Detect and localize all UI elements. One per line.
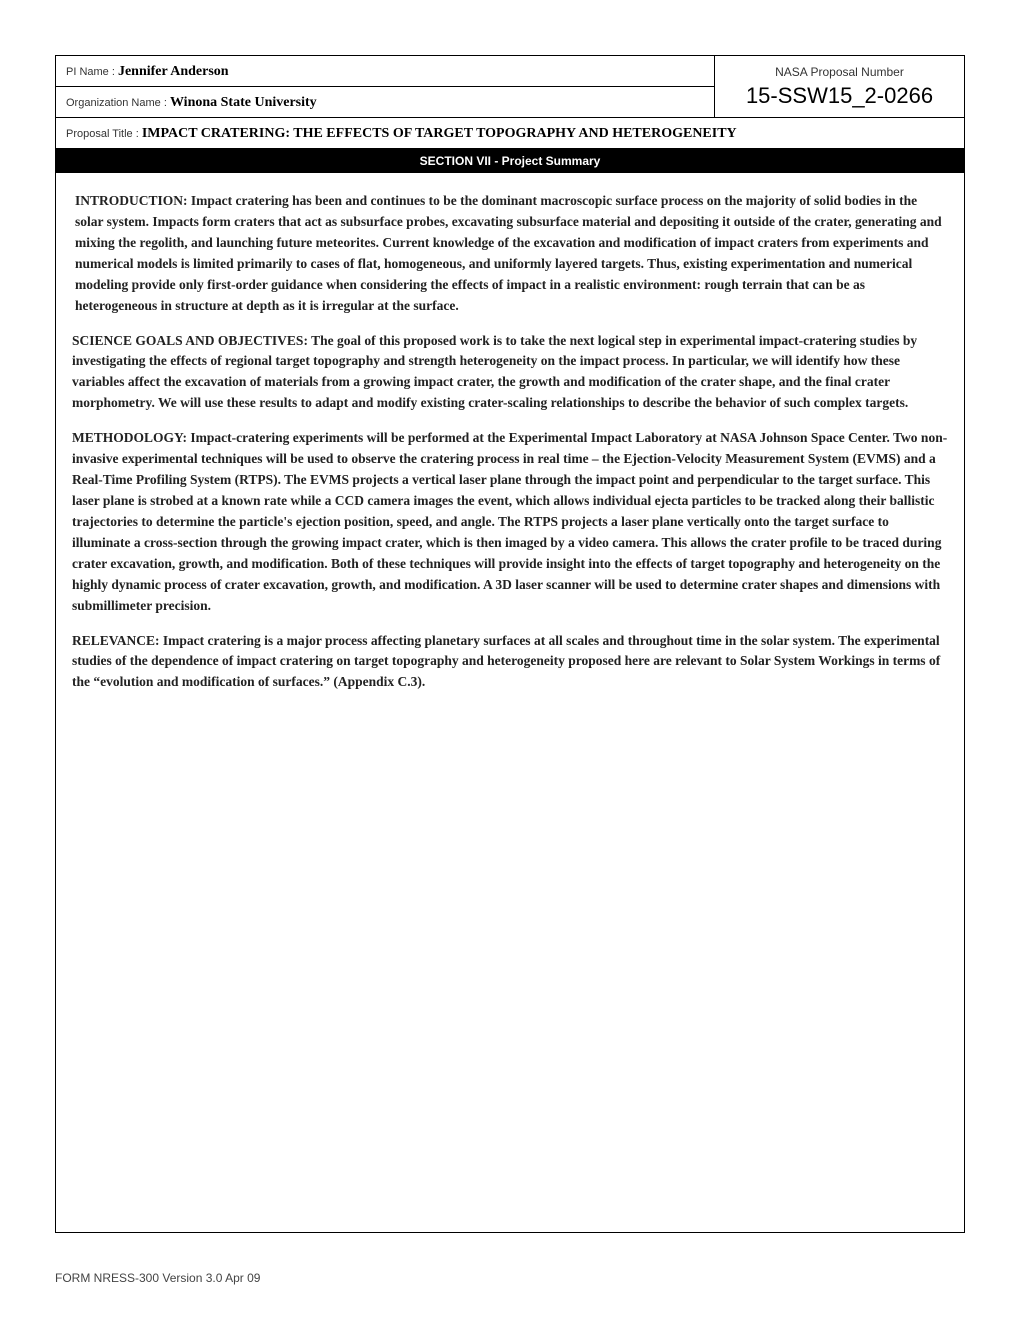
proposal-number-cell: NASA Proposal Number 15-SSW15_2-0266 (715, 56, 965, 118)
pi-label: PI Name : (66, 66, 118, 78)
title-label: Proposal Title : (66, 128, 142, 140)
pi-name-value: Jennifer Anderson (118, 64, 229, 79)
pi-name-cell: PI Name : Jennifer Anderson (56, 56, 715, 87)
proposal-number-value: 15-SSW15_2-0266 (725, 83, 954, 109)
header-table: PI Name : Jennifer Anderson NASA Proposa… (55, 55, 965, 149)
proposal-number-label: NASA Proposal Number (725, 65, 954, 79)
paragraph-relevance: RELEVANCE: Impact cratering is a major p… (72, 631, 948, 694)
paragraph-goals: SCIENCE GOALS AND OBJECTIVES: The goal o… (72, 331, 948, 415)
form-footer: FORM NRESS-300 Version 3.0 Apr 09 (55, 1271, 260, 1285)
proposal-title-value: IMPACT CRATERING: THE EFFECTS OF TARGET … (142, 126, 737, 141)
content-box: INTRODUCTION: Impact cratering has been … (55, 173, 965, 1233)
org-name-value: Winona State University (170, 95, 317, 110)
org-name-cell: Organization Name : Winona State Univers… (56, 87, 715, 118)
page-container: PI Name : Jennifer Anderson NASA Proposa… (0, 0, 1020, 1320)
section-banner: SECTION VII - Project Summary (55, 149, 965, 173)
proposal-title-cell: Proposal Title : IMPACT CRATERING: THE E… (56, 118, 965, 149)
paragraph-introduction: INTRODUCTION: Impact cratering has been … (72, 191, 948, 317)
org-label: Organization Name : (66, 97, 170, 109)
paragraph-methodology: METHODOLOGY: Impact-cratering experiment… (72, 428, 948, 616)
